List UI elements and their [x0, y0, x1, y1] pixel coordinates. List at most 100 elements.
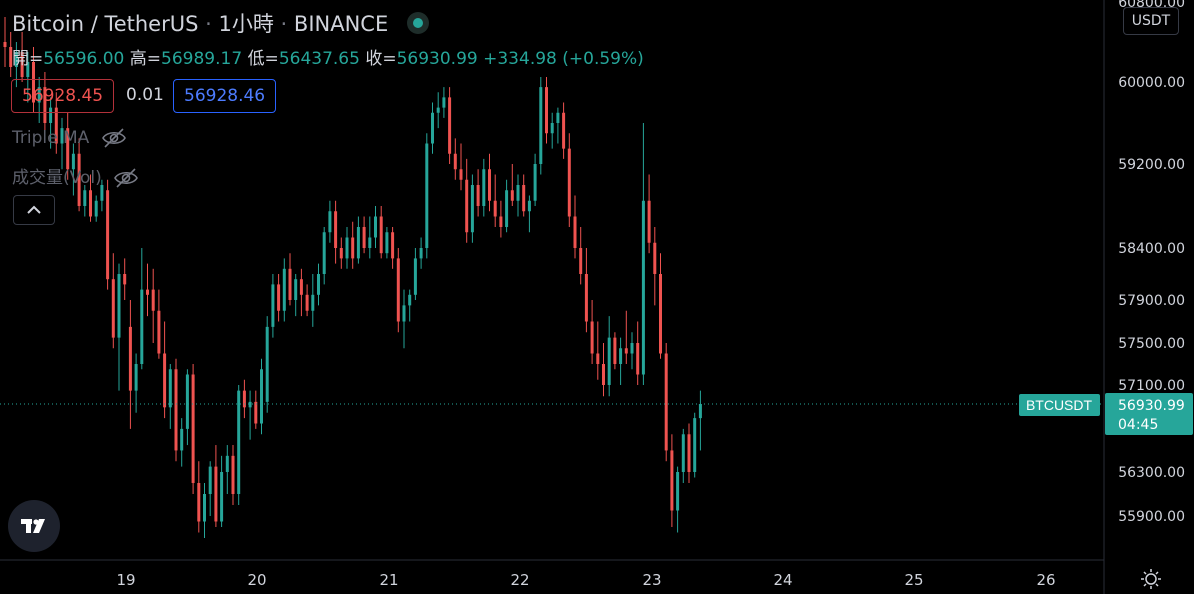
candle — [106, 179, 110, 290]
candle — [339, 237, 343, 269]
candle — [123, 258, 127, 300]
candle-body — [482, 169, 486, 206]
buy-button[interactable]: 56928.46 — [173, 79, 277, 113]
candle — [676, 466, 680, 533]
candle — [590, 300, 594, 364]
candle-body — [106, 190, 110, 280]
symbol-header[interactable]: Bitcoin / TetherUS · 1小時 · BINANCE — [12, 8, 429, 38]
interval-label[interactable]: 1小時 — [218, 12, 274, 36]
time-tick-label: 25 — [904, 571, 923, 589]
candle-body — [602, 364, 605, 385]
candle-body — [613, 337, 617, 364]
candle-body — [288, 268, 292, 300]
candle — [362, 216, 366, 254]
candle — [66, 112, 70, 180]
candle-body — [180, 428, 184, 451]
tradingview-logo-icon — [21, 519, 45, 533]
separator: · — [280, 12, 288, 36]
candle-body — [533, 164, 537, 201]
candle-body — [328, 211, 332, 233]
low-label: 低= — [247, 49, 279, 69]
tradingview-logo[interactable] — [8, 500, 60, 552]
candle-body — [681, 434, 685, 472]
spread-value: 0.01 — [126, 85, 164, 105]
candle-body — [647, 200, 651, 243]
candle — [664, 343, 668, 462]
candle-body — [26, 62, 30, 77]
candle — [698, 390, 702, 451]
candle-body — [488, 169, 491, 201]
candle — [396, 248, 400, 333]
indicator-triple-ma[interactable]: Triple MA — [12, 127, 127, 149]
sell-button[interactable]: 56928.45 — [11, 79, 115, 113]
last-price-value: 56930.99 — [1118, 398, 1185, 414]
candle-body — [567, 148, 571, 217]
candle — [687, 423, 691, 483]
symbol-name[interactable]: Bitcoin / TetherUS — [12, 12, 199, 36]
collapse-legend-button[interactable] — [13, 195, 55, 225]
symbol-tag — [1019, 394, 1100, 416]
candle-body — [254, 401, 258, 424]
candle — [71, 143, 75, 196]
candle — [237, 385, 241, 505]
candle — [419, 237, 423, 269]
candle-body — [396, 258, 400, 322]
candle-body — [111, 279, 115, 338]
eye-off-icon[interactable] — [101, 127, 127, 149]
candle-body — [282, 268, 286, 311]
candle — [425, 133, 429, 259]
candle-body — [77, 153, 81, 206]
candle — [185, 369, 189, 446]
candle-body — [163, 353, 167, 408]
candle — [579, 227, 583, 285]
candle — [94, 195, 98, 222]
candle — [693, 412, 697, 478]
candle — [505, 179, 509, 233]
candle — [334, 200, 338, 264]
candle — [453, 138, 457, 180]
time-tick-label: 23 — [642, 571, 661, 589]
candle-body — [436, 107, 440, 113]
candle — [413, 248, 417, 300]
indicator-volume[interactable]: 成交量(Vol) — [12, 163, 139, 189]
close-label: 收= — [365, 49, 397, 69]
price-tick-label: 57900.00 — [1118, 293, 1185, 309]
candle — [157, 289, 161, 359]
candle — [368, 216, 372, 259]
price-axis: 60800.00 60000.00 59200.00 58400.00 57900.00… — [1118, 0, 1185, 525]
indicator-label: Triple MA — [12, 128, 90, 148]
candle-body — [94, 200, 98, 217]
candle-body — [619, 348, 623, 364]
candle — [265, 316, 269, 413]
candle-body — [596, 353, 600, 364]
candle — [562, 102, 566, 159]
candle-body — [442, 97, 446, 108]
candle — [556, 107, 560, 144]
gear-icon[interactable] — [1140, 568, 1162, 590]
candle-body — [368, 237, 372, 248]
candle — [567, 133, 571, 227]
last-price-tag — [1105, 393, 1193, 435]
candle-body — [459, 169, 463, 180]
candle — [459, 143, 463, 191]
time-tick-label: 22 — [510, 571, 529, 589]
candle — [174, 358, 178, 462]
market-status-icon[interactable] — [406, 12, 429, 34]
candle — [271, 274, 275, 338]
candle — [254, 390, 258, 429]
candle — [260, 358, 263, 435]
candle-body — [305, 294, 309, 311]
candle-body — [402, 305, 406, 322]
candle — [624, 310, 628, 364]
candle-body — [231, 455, 235, 494]
eye-off-icon[interactable] — [113, 167, 139, 189]
candle-body — [220, 472, 224, 522]
candle-body — [545, 87, 548, 134]
candle — [60, 117, 64, 170]
candle — [613, 332, 617, 370]
candle — [3, 17, 7, 67]
candle-body — [322, 232, 326, 274]
candle-body — [379, 216, 383, 254]
currency-unit-button[interactable]: USDT — [1123, 7, 1179, 35]
